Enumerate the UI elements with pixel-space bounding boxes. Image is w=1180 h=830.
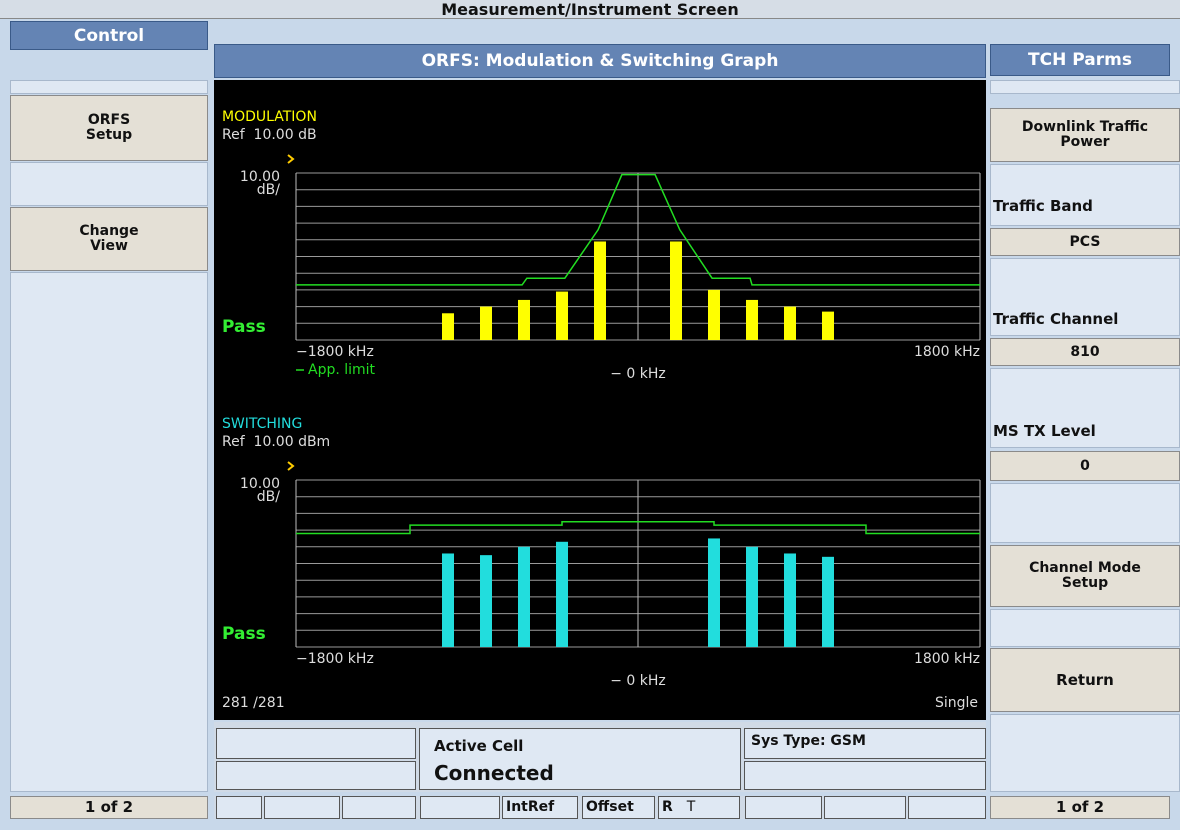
strip <box>990 80 1180 94</box>
bar <box>480 555 492 647</box>
bar <box>822 556 834 647</box>
control-header: Control <box>10 21 208 50</box>
strip <box>990 714 1180 792</box>
sys-type: Sys Type: GSM <box>744 728 986 759</box>
scale: 10.00 dB/ <box>240 169 280 198</box>
footer-right: Single <box>935 695 978 711</box>
x-tick-label: − 0 kHz <box>610 673 666 689</box>
field-value[interactable]: PCS <box>990 228 1180 256</box>
ref-marker <box>287 154 295 164</box>
bar <box>708 289 720 340</box>
strip <box>990 483 1180 543</box>
graph-background <box>214 80 986 720</box>
x-tick-label: 1800 kHz <box>914 651 980 667</box>
softkey[interactable]: Return <box>990 648 1180 712</box>
graph-title: MODULATION <box>222 109 317 125</box>
tch-header: TCH Parms <box>990 44 1170 76</box>
graph-area: 281 /281 Single MODULATION Ref 10.00 dB 10… <box>214 80 986 720</box>
active-cell-value: Connected <box>434 761 554 785</box>
indicator-box <box>342 796 416 819</box>
strip <box>10 272 208 792</box>
page-indicator: 1 of 2 <box>10 796 208 819</box>
indicator-box: IntRef <box>502 796 578 819</box>
x-tick-label: −1800 kHz <box>296 344 374 360</box>
graph-header: ORFS: Modulation & Switching Graph <box>214 44 986 78</box>
indicator-box: Offset <box>582 796 655 819</box>
bar <box>822 311 834 340</box>
active-cell-label: Active Cell <box>434 737 524 755</box>
indicator-box <box>264 796 340 819</box>
bar <box>480 306 492 340</box>
bar <box>518 546 530 647</box>
strip <box>990 609 1180 647</box>
ref-level: Ref 10.00 dBm <box>222 434 330 450</box>
strip <box>990 368 1180 448</box>
field-value[interactable]: 0 <box>990 451 1180 481</box>
bar <box>556 291 568 340</box>
legend-label: App. limit <box>308 362 376 378</box>
status-box: Active Cell Connected <box>419 728 741 790</box>
x-tick-label: −1800 kHz <box>296 651 374 667</box>
pass-status: Pass <box>222 317 266 337</box>
x-tick-label: − 0 kHz <box>610 366 666 382</box>
status-box <box>216 728 416 759</box>
ref-marker <box>287 461 295 471</box>
strip <box>10 80 208 94</box>
limit-line <box>296 173 980 286</box>
indicator-box <box>824 796 906 819</box>
bar <box>594 241 606 340</box>
status-box <box>216 761 416 790</box>
bar <box>784 553 796 647</box>
bar <box>746 299 758 340</box>
bar <box>784 306 796 340</box>
indicator: T <box>686 799 696 815</box>
graph-title: SWITCHING <box>222 416 302 432</box>
bar <box>556 541 568 647</box>
indicator: IntRef <box>506 799 555 815</box>
indicator-box <box>908 796 986 819</box>
softkey[interactable]: Change View <box>10 207 208 271</box>
indicator-box <box>745 796 822 819</box>
field-value[interactable]: 810 <box>990 338 1180 366</box>
strip <box>990 164 1180 226</box>
indicator-row: IntRef Offset R T <box>214 796 986 819</box>
page-indicator: 1 of 2 <box>990 796 1170 819</box>
scale: 10.00 dB/ <box>240 476 280 505</box>
ref-level: Ref 10.00 dB <box>222 127 317 143</box>
status-box <box>744 761 986 790</box>
field-label: MS TX Level <box>993 422 1096 440</box>
bar <box>746 546 758 647</box>
field-label: Traffic Band <box>993 197 1093 215</box>
strip <box>10 162 208 206</box>
bar <box>442 553 454 647</box>
indicator-box <box>216 796 262 819</box>
x-tick-label: 1800 kHz <box>914 344 980 360</box>
indicator: Offset <box>586 799 634 815</box>
window-title: Measurement/Instrument Screen <box>0 0 1180 19</box>
bar <box>442 313 454 340</box>
footer-left: 281 /281 <box>222 695 285 711</box>
softkey[interactable]: Channel Mode Setup <box>990 545 1180 607</box>
pass-status: Pass <box>222 624 266 644</box>
limit-line <box>296 521 980 535</box>
bar <box>708 538 720 647</box>
indicator-box <box>420 796 500 819</box>
softkey[interactable]: Downlink Traffic Power <box>990 108 1180 162</box>
bar <box>518 299 530 340</box>
field-label: Traffic Channel <box>993 310 1119 328</box>
softkey[interactable]: ORFS Setup <box>10 95 208 161</box>
bar <box>670 241 682 340</box>
strip <box>990 258 1180 336</box>
indicator: R <box>662 799 673 815</box>
